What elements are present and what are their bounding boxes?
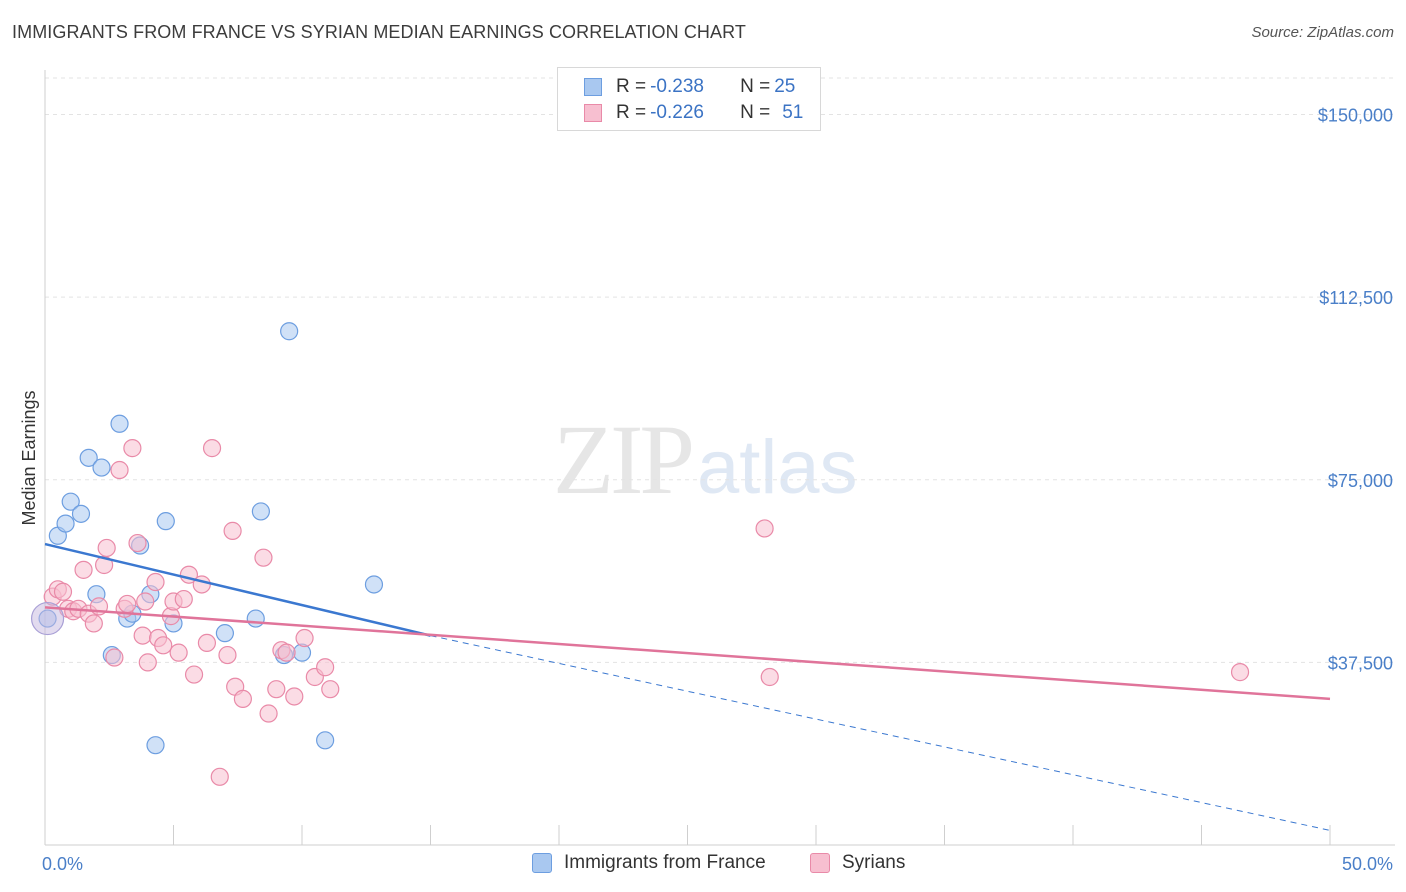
data-points (30, 322, 1250, 786)
trend-lines (44, 542, 1331, 831)
watermark: ZIPatlas (553, 402, 858, 517)
point-france (79, 448, 98, 467)
point-syrians (136, 592, 155, 611)
point-syrians (74, 560, 93, 579)
series-legend-france[interactable]: Immigrants from France (532, 852, 766, 874)
point-france (56, 514, 75, 533)
watermark-atlas: atlas (697, 425, 858, 510)
point-syrians (267, 680, 286, 699)
series-label-france: Immigrants from France (564, 852, 766, 873)
point-syrians (254, 548, 273, 567)
grid-lines (45, 77, 1395, 663)
point-syrians (154, 636, 173, 655)
point-syrians (138, 653, 157, 672)
point-syrians (118, 594, 137, 614)
point-syrians (84, 614, 103, 633)
watermark-zip: ZIP (553, 404, 695, 515)
series-label-syrians: Syrians (842, 852, 906, 873)
y-tick-label: $75,000 (1328, 471, 1393, 491)
point-france (316, 731, 335, 750)
legend-row-syrians: R = -0.226 N = 51 (584, 100, 803, 126)
axes (44, 70, 1395, 846)
x-tick-label: 0.0% (42, 854, 83, 874)
point-france (92, 458, 111, 477)
legend-row-france: R = -0.238 N = 25 (584, 74, 795, 100)
point-france (364, 575, 384, 594)
point-france (156, 512, 175, 531)
trendline-france (44, 542, 431, 637)
legend-n-value: 51 (782, 102, 804, 123)
point-syrians (202, 439, 222, 458)
legend-swatch-france (584, 78, 602, 96)
series-swatch-syrians (810, 853, 830, 873)
point-syrians (321, 680, 340, 699)
legend-n-value: 25 (774, 76, 796, 97)
point-syrians (277, 643, 296, 662)
point-syrians (192, 575, 211, 594)
point-france (246, 609, 265, 628)
y-axis-label: Median Earnings (19, 390, 39, 525)
point-syrians (97, 538, 116, 558)
point-syrians (174, 589, 193, 609)
point-syrians (169, 643, 188, 662)
tick-labels: $37,500 $75,000 $112,500 $150,000 0.0% 50.0% M… (19, 106, 1393, 874)
point-france (146, 736, 165, 755)
point-syrians (285, 687, 304, 706)
legend-r-value: -0.226 (650, 102, 704, 123)
point-syrians (218, 645, 237, 665)
point-syrians (197, 633, 217, 653)
point-syrians (223, 521, 242, 540)
point-syrians (1230, 663, 1250, 682)
point-france (61, 492, 80, 511)
y-tick-label: $37,500 (1328, 653, 1393, 673)
point-syrians (755, 519, 774, 538)
point-syrians (760, 667, 779, 687)
point-syrians (110, 460, 129, 480)
point-france (280, 322, 299, 341)
series-swatch-france (532, 853, 552, 873)
point-france (110, 414, 129, 433)
point-france (71, 504, 91, 523)
trendline-syrians (44, 606, 1331, 701)
source-credit: Source: ZipAtlas.com (1251, 24, 1394, 41)
point-syrians (105, 648, 124, 667)
trendline-france-extrapolated (430, 635, 1331, 831)
point-syrians (133, 626, 152, 645)
legend-r-value: -0.238 (650, 76, 704, 97)
legend-r-label: R = (616, 76, 647, 97)
y-tick-label: $112,500 (1319, 288, 1393, 308)
point-cluster (30, 601, 65, 636)
correlation-legend: R = -0.238 N = 25 R = -0.226 N = 51 (557, 67, 821, 131)
point-syrians (184, 665, 204, 684)
x-tick-label: 50.0% (1342, 854, 1393, 874)
series-legend: Immigrants from France Syrians (0, 852, 1406, 878)
point-syrians (128, 533, 147, 553)
point-syrians (295, 628, 314, 648)
y-tick-label: $150,000 (1318, 106, 1393, 126)
point-syrians (233, 689, 252, 709)
legend-swatch-syrians (584, 104, 602, 122)
point-syrians (53, 582, 73, 601)
point-syrians (259, 704, 278, 723)
legend-n-label: N = (740, 102, 771, 123)
point-syrians (123, 439, 142, 458)
legend-n-label: N = (740, 76, 771, 97)
point-syrians (316, 658, 335, 677)
point-syrians (210, 767, 229, 786)
point-syrians (146, 572, 165, 592)
series-legend-syrians[interactable]: Syrians (810, 852, 905, 874)
point-france (215, 624, 234, 643)
legend-r-label: R = (616, 102, 647, 123)
point-france (251, 502, 270, 521)
chart-title: IMMIGRANTS FROM FRANCE VS SYRIAN MEDIAN … (12, 22, 746, 42)
